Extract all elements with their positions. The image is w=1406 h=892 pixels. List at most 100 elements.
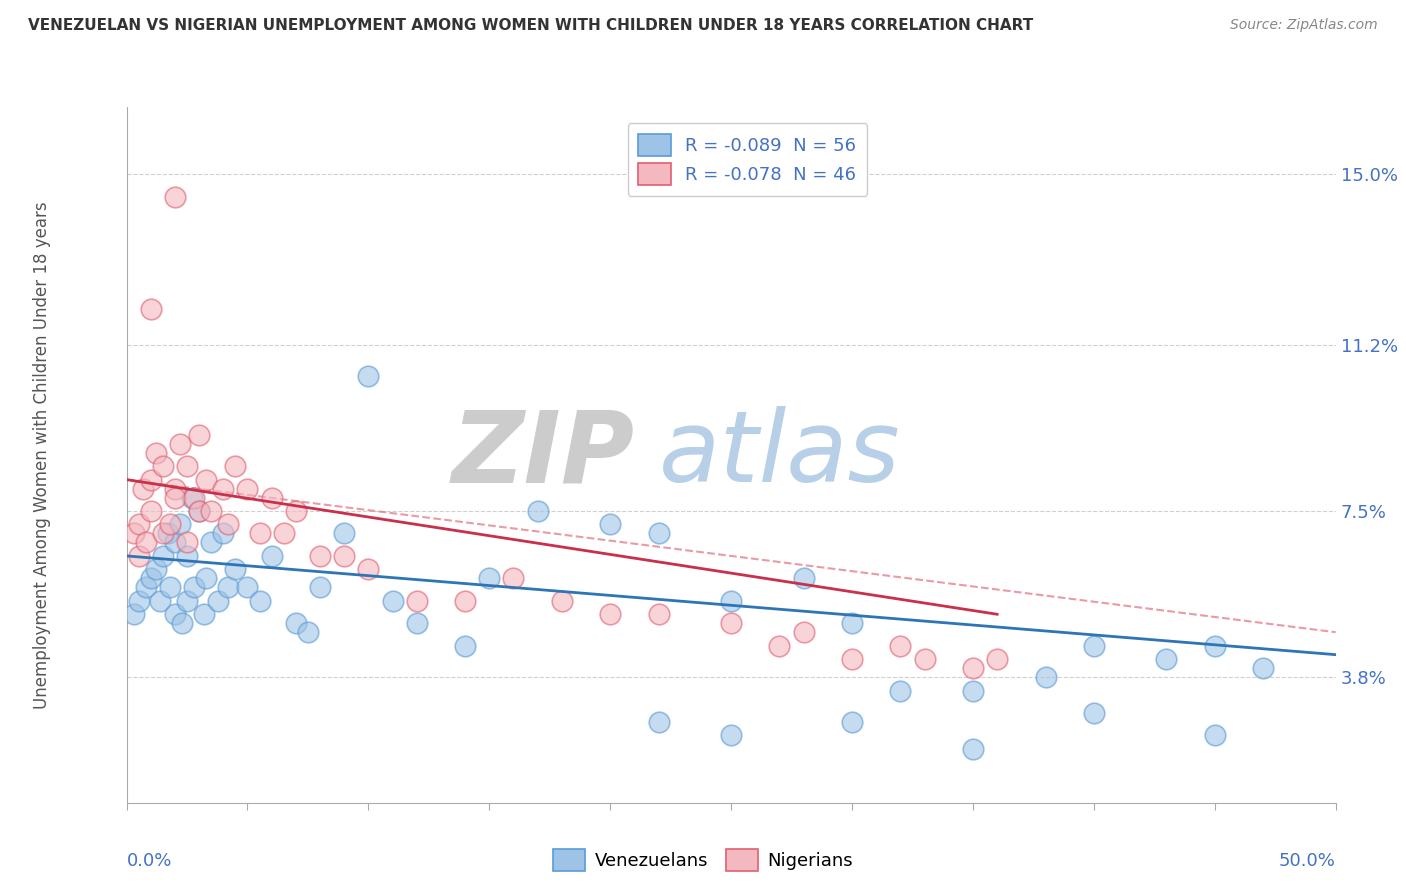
Point — [132, 482, 155, 496]
Point — [1083, 639, 1105, 653]
Point — [163, 190, 186, 204]
Point — [236, 580, 259, 594]
Point — [135, 535, 157, 549]
Point — [159, 517, 181, 532]
Point — [128, 594, 150, 608]
Point — [284, 616, 307, 631]
Point — [793, 571, 815, 585]
Point — [139, 504, 162, 518]
Point — [176, 594, 198, 608]
Point — [309, 549, 332, 563]
Point — [249, 526, 271, 541]
Point — [768, 639, 790, 653]
Point — [135, 580, 157, 594]
Point — [478, 571, 501, 585]
Point — [1083, 706, 1105, 720]
Point — [180, 491, 202, 505]
Point — [454, 639, 477, 653]
Point — [236, 482, 259, 496]
Point — [962, 661, 984, 675]
Point — [152, 459, 174, 474]
Point — [128, 517, 150, 532]
Point — [720, 616, 742, 631]
Point — [217, 517, 239, 532]
Point — [357, 562, 380, 576]
Point — [145, 445, 167, 459]
Point — [169, 436, 191, 450]
Point — [212, 482, 235, 496]
Point — [249, 594, 271, 608]
Point — [183, 580, 205, 594]
Point — [260, 549, 283, 563]
Point — [163, 482, 186, 496]
Point — [128, 549, 150, 563]
Point — [212, 526, 235, 541]
Point — [720, 729, 742, 743]
Point — [152, 526, 174, 541]
Point — [224, 459, 246, 474]
Point — [200, 504, 222, 518]
Legend: R = -0.089  N = 56, R = -0.078  N = 46: R = -0.089 N = 56, R = -0.078 N = 46 — [627, 123, 868, 196]
Point — [405, 616, 427, 631]
Text: Unemployment Among Women with Children Under 18 years: Unemployment Among Women with Children U… — [32, 201, 51, 709]
Point — [176, 549, 198, 563]
Point — [207, 594, 229, 608]
Point — [599, 517, 621, 532]
Point — [122, 607, 145, 622]
Point — [284, 504, 307, 518]
Point — [962, 683, 984, 698]
Point — [273, 526, 295, 541]
Point — [1251, 661, 1274, 675]
Point — [163, 535, 186, 549]
Text: 0.0%: 0.0% — [127, 852, 172, 870]
Point — [357, 369, 380, 384]
Point — [163, 491, 186, 505]
Point — [841, 714, 863, 729]
Point — [647, 607, 669, 622]
Point — [914, 652, 936, 666]
Point — [183, 491, 205, 505]
Point — [193, 607, 215, 622]
Point — [149, 594, 172, 608]
Point — [889, 683, 911, 698]
Point — [333, 526, 356, 541]
Point — [163, 607, 186, 622]
Point — [793, 625, 815, 640]
Point — [200, 535, 222, 549]
Text: 50.0%: 50.0% — [1279, 852, 1336, 870]
Point — [188, 504, 211, 518]
Point — [139, 301, 162, 316]
Point — [1204, 639, 1226, 653]
Point — [139, 571, 162, 585]
Point — [526, 504, 548, 518]
Point — [152, 549, 174, 563]
Point — [720, 594, 742, 608]
Point — [297, 625, 319, 640]
Point — [841, 652, 863, 666]
Point — [172, 616, 194, 631]
Text: Source: ZipAtlas.com: Source: ZipAtlas.com — [1230, 18, 1378, 32]
Point — [188, 427, 211, 442]
Text: atlas: atlas — [658, 407, 900, 503]
Point — [139, 473, 162, 487]
Point — [176, 535, 198, 549]
Point — [145, 562, 167, 576]
Point — [260, 491, 283, 505]
Point — [309, 580, 332, 594]
Point — [647, 526, 669, 541]
Point — [405, 594, 427, 608]
Point — [962, 742, 984, 756]
Point — [195, 473, 218, 487]
Point — [841, 616, 863, 631]
Text: ZIP: ZIP — [451, 407, 634, 503]
Point — [217, 580, 239, 594]
Point — [169, 517, 191, 532]
Point — [551, 594, 574, 608]
Point — [502, 571, 524, 585]
Point — [333, 549, 356, 563]
Point — [156, 526, 179, 541]
Point — [122, 526, 145, 541]
Legend: Venezuelans, Nigerians: Venezuelans, Nigerians — [546, 842, 860, 879]
Point — [224, 562, 246, 576]
Point — [986, 652, 1008, 666]
